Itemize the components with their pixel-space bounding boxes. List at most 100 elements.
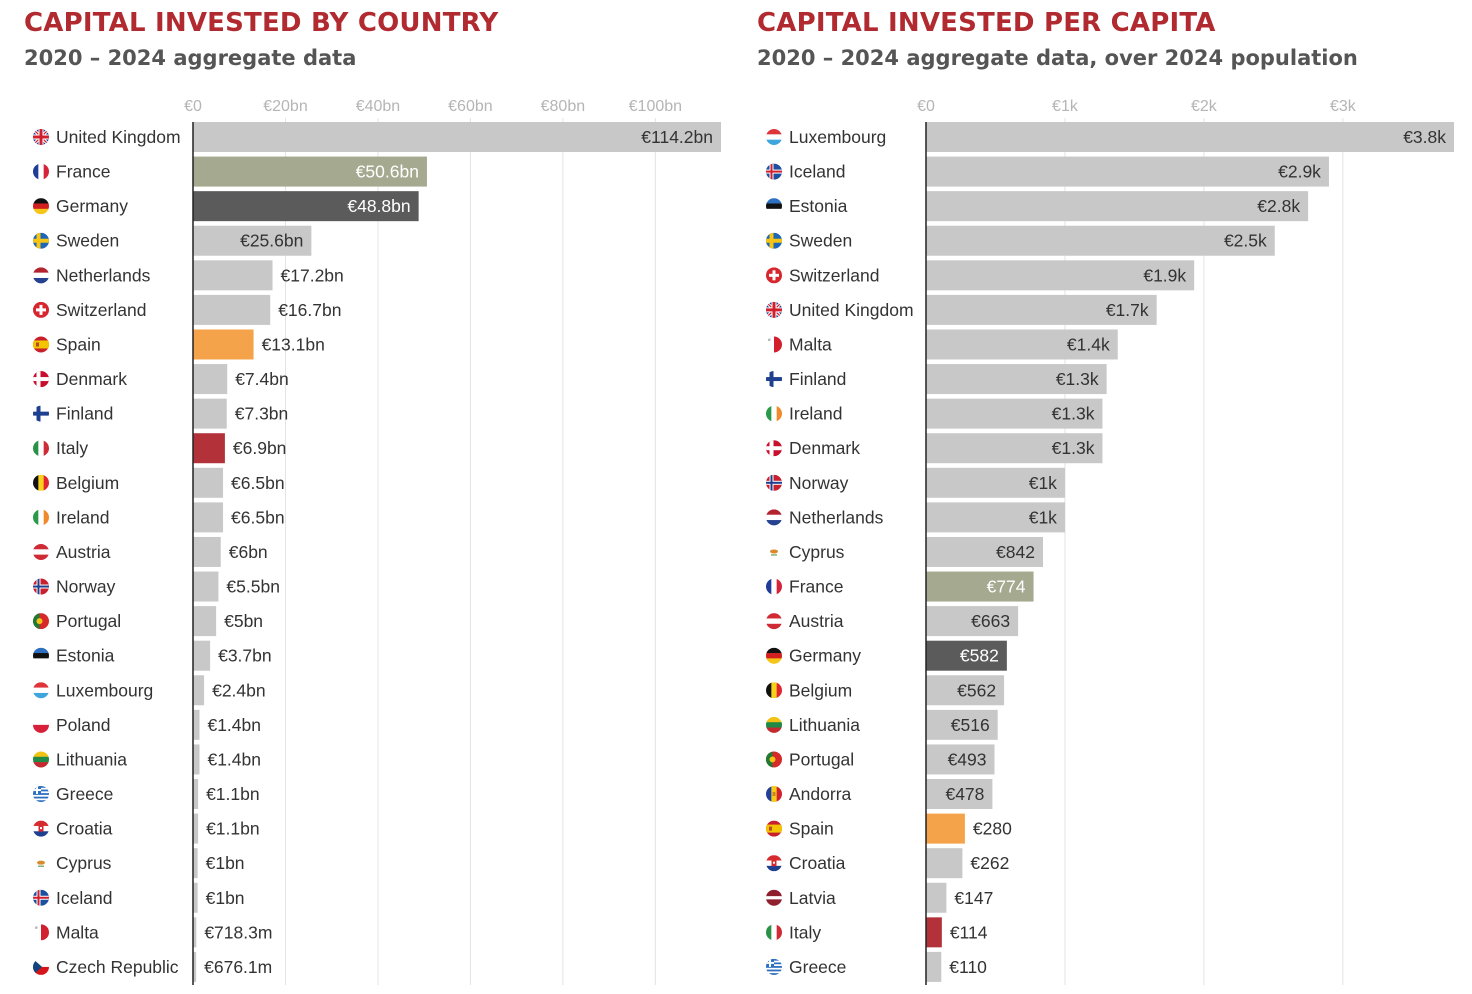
bar [193, 951, 197, 982]
category-label: Czech Republic [56, 957, 179, 977]
x-tick-label: €80bn [541, 98, 586, 115]
x-tick-label: €100bn [629, 98, 682, 115]
category-label: Poland [56, 715, 111, 735]
iceland-flag-icon [33, 889, 49, 906]
value-label: €493 [948, 749, 987, 769]
finland-flag-icon [766, 371, 782, 388]
value-label: €1k [1029, 507, 1057, 527]
bar [926, 329, 1118, 360]
netherlands-flag-icon [33, 267, 49, 284]
austria-flag-icon [33, 543, 49, 560]
bar [926, 122, 1454, 152]
category-label: Ireland [56, 507, 110, 527]
value-label: €1k [1029, 473, 1057, 493]
value-label: €7.4bn [235, 369, 289, 389]
category-label: Finland [789, 369, 846, 389]
chart-panel-by-country: CAPITAL INVESTED BY COUNTRY 2020 – 2024 … [24, 8, 721, 985]
value-label: €663 [971, 611, 1010, 631]
value-label: €1.4k [1067, 334, 1110, 354]
bar [926, 951, 942, 982]
value-label: €582 [960, 646, 999, 666]
uk-flag-icon [33, 129, 49, 145]
value-label: €2.8k [1257, 196, 1300, 216]
bar [193, 398, 227, 429]
luxembourg-flag-icon [766, 129, 782, 145]
value-label: €7.3bn [235, 404, 289, 424]
belgium-flag-icon [33, 474, 49, 491]
value-label: €562 [957, 680, 996, 700]
category-label: Luxembourg [56, 680, 153, 700]
category-label: Cyprus [56, 853, 112, 873]
category-label: Belgium [56, 473, 119, 493]
bar [926, 225, 1275, 256]
bar [926, 156, 1329, 187]
category-label: Latvia [789, 888, 836, 908]
value-label: €13.1bn [262, 334, 325, 354]
bar [926, 813, 965, 844]
category-label: Ireland [789, 404, 843, 424]
category-label: Lithuania [789, 715, 860, 735]
uk-flag-icon [766, 301, 782, 318]
lithuania-flag-icon [766, 716, 782, 733]
category-label: Switzerland [789, 265, 879, 285]
value-label: €114 [950, 922, 988, 942]
bar [193, 364, 228, 395]
value-label: €1.3k [1052, 438, 1095, 458]
bar [926, 398, 1103, 429]
value-label: €516 [951, 715, 990, 735]
bar [193, 294, 271, 325]
bar [926, 709, 998, 740]
category-label: Netherlands [789, 507, 884, 527]
bar [193, 225, 312, 256]
croatia-flag-icon [766, 855, 782, 872]
value-label: €842 [996, 542, 1035, 562]
malta-flag-icon [766, 336, 782, 353]
bar [193, 122, 721, 152]
category-label: Portugal [56, 611, 121, 631]
austria-flag-icon [766, 613, 782, 630]
value-label: €1.7k [1106, 300, 1149, 320]
value-label: €1bn [206, 853, 245, 873]
denmark-flag-icon [33, 371, 49, 388]
bar [926, 260, 1195, 291]
category-label: Iceland [789, 162, 845, 182]
category-label: Denmark [56, 369, 127, 389]
value-label: €478 [945, 784, 984, 804]
bar [193, 433, 225, 464]
category-label: Malta [56, 922, 99, 942]
x-tick-label: €20bn [263, 98, 308, 115]
bar [193, 675, 205, 706]
chart-subtitle: 2020 – 2024 aggregate data, over 2024 po… [757, 46, 1358, 70]
value-label: €1.4bn [207, 715, 261, 735]
bar [193, 917, 197, 948]
norway-flag-icon [33, 578, 49, 595]
value-label: €48.8bn [347, 196, 410, 216]
value-label: €6.5bn [231, 507, 285, 527]
denmark-flag-icon [766, 440, 782, 457]
bar [926, 744, 995, 775]
category-label: Sweden [56, 231, 119, 251]
value-label: €3.7bn [218, 646, 272, 666]
value-label: €147 [954, 888, 993, 908]
value-label: €1.9k [1143, 265, 1186, 285]
bar [926, 364, 1107, 395]
italy-flag-icon [33, 440, 49, 457]
category-label: Malta [789, 334, 832, 354]
chart-panel-per-capita: CAPITAL INVESTED PER CAPITA 2020 – 2024 … [733, 0, 1472, 994]
bar [926, 779, 993, 810]
malta-flag-icon [33, 924, 49, 941]
value-label: €718.3m [204, 922, 272, 942]
bar [193, 779, 199, 810]
x-tick-label: €0 [917, 98, 935, 115]
x-tick-label: €1k [1052, 98, 1079, 115]
category-label: Luxembourg [789, 127, 886, 147]
category-label: Croatia [56, 819, 113, 839]
andorra-flag-icon [766, 786, 782, 803]
value-label: €5bn [224, 611, 263, 631]
finland-flag-icon [33, 405, 49, 422]
germany-flag-icon [766, 647, 782, 664]
bar [193, 813, 199, 844]
value-label: €262 [970, 853, 1009, 873]
category-label: Germany [789, 646, 861, 666]
category-label: United Kingdom [789, 300, 914, 320]
